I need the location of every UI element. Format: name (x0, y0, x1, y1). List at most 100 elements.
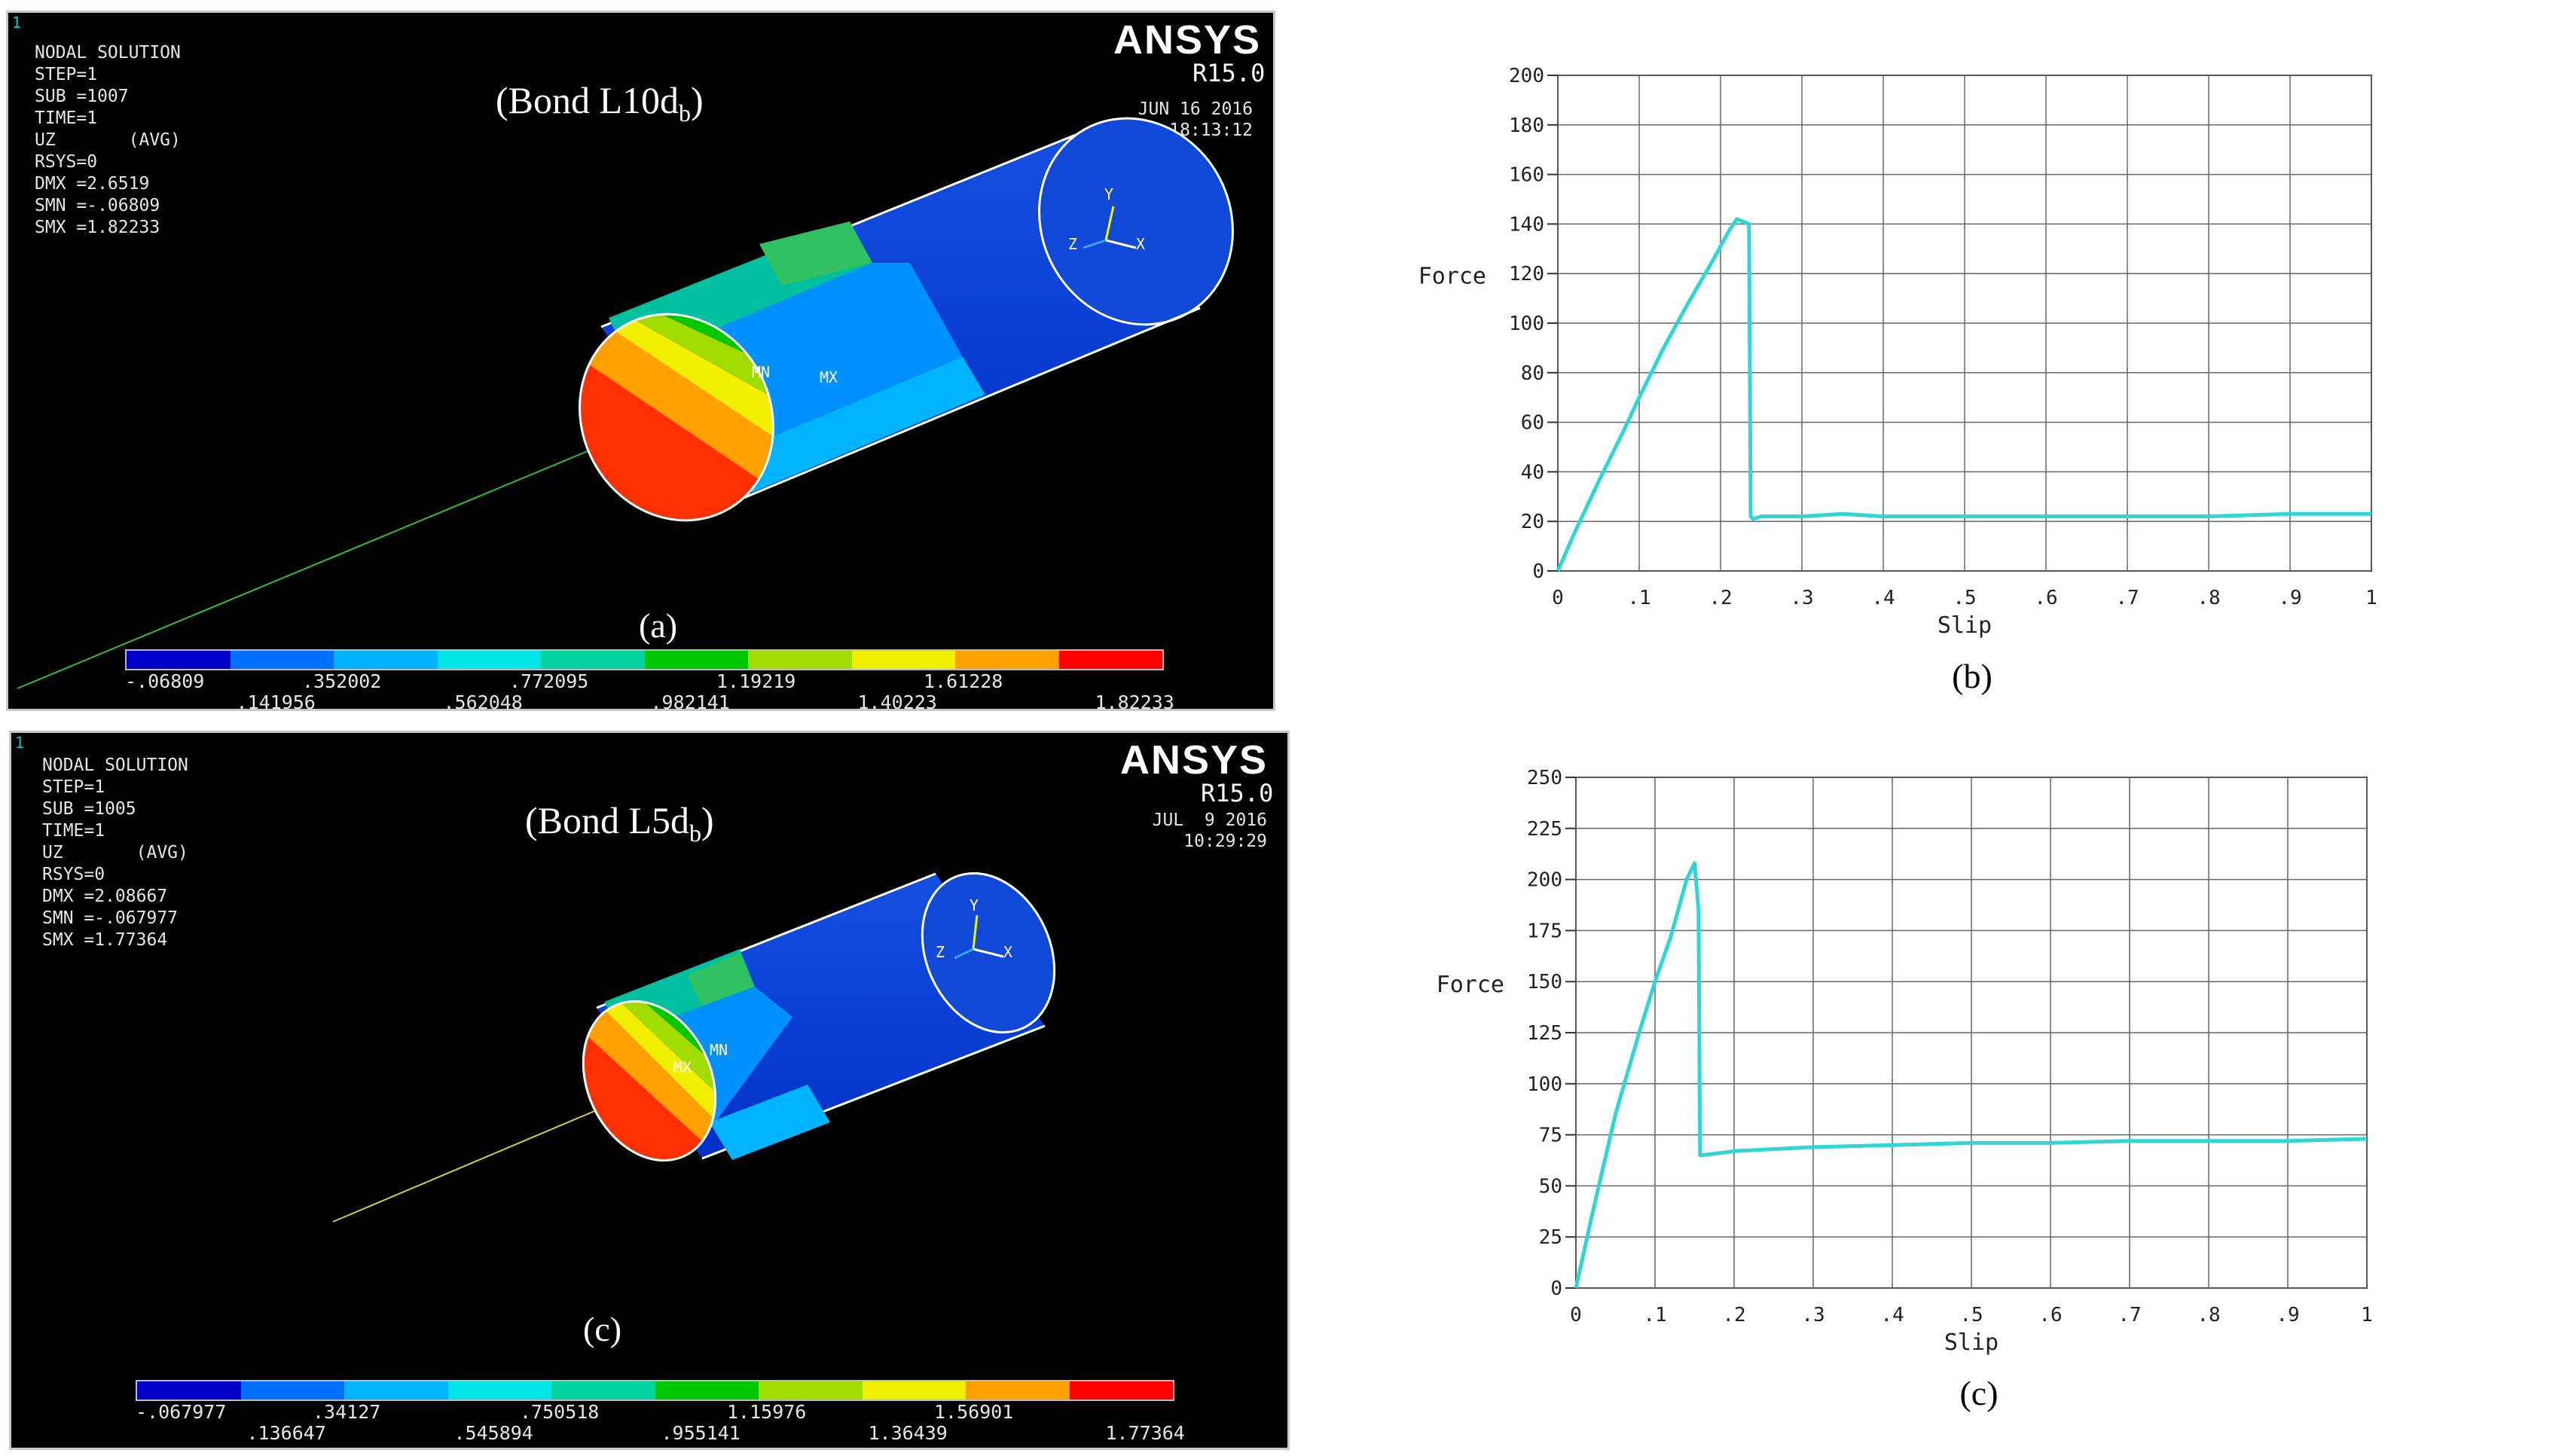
chart-1-x-tick-label: 1 (2361, 1304, 2373, 1326)
chart-1-y-tick-label: 75 (1539, 1125, 1562, 1147)
panel-c-info-line: DMX =2.08667 (42, 887, 168, 906)
chart-0-y-tick-label: 160 (1509, 164, 1544, 187)
panel-c-info-line: SMX =1.77364 (42, 930, 168, 950)
chart-0-x-tick-label: .6 (2034, 587, 2057, 609)
chart-1-y-tick-label: 150 (1527, 971, 1562, 994)
colorbar-segment (137, 1381, 241, 1400)
colorbar-segment (344, 1381, 448, 1400)
chart-0-y-tick-label: 100 (1509, 313, 1544, 335)
chart-1-x-tick-label: .8 (2197, 1304, 2220, 1326)
panel-a-info-line: TIME=1 (35, 108, 98, 128)
chart-0-x-tick-label: .8 (2197, 587, 2220, 609)
chart-0-x-axis-label: Slip (1937, 612, 1992, 639)
panel-a-caption: (a) (639, 606, 678, 645)
chart-0-caption: (b) (1952, 657, 1992, 695)
chart-0-y-tick-label: 60 (1521, 412, 1544, 435)
colorbar-segment (240, 1381, 344, 1400)
panel-a-index: 1 (12, 14, 22, 32)
panel-c-axis-x: X (1003, 943, 1013, 961)
chart-1-y-tick-label: 200 (1527, 869, 1562, 892)
chart-0-y-tick-label: 0 (1532, 560, 1544, 583)
colorbar-value: .772095 (509, 670, 589, 692)
colorbar-segment (966, 1381, 1070, 1400)
chart-0-x-tick-label: .1 (1627, 587, 1650, 609)
chart-0-series-line-0 (1556, 217, 2371, 572)
colorbar-segment (955, 651, 1059, 669)
chart-0-y-tick-label: 180 (1509, 114, 1544, 137)
chart-1-x-tick-label: .5 (1959, 1304, 1983, 1326)
chart-1-x-tick-label: .9 (2276, 1304, 2299, 1326)
chart-1-x-tick-label: .4 (1880, 1304, 1904, 1326)
chart-1-plot-area (1575, 777, 2368, 1289)
colorbar-value: 1.19219 (716, 670, 796, 692)
panel-a-mn-label: MN (752, 363, 771, 381)
panel-a-info-line: SMX =1.82233 (35, 218, 160, 237)
panel-a-model (17, 117, 1234, 689)
panel-a-info-line: SMN =-.06809 (35, 196, 160, 215)
chart-1-y-tick-label: 50 (1539, 1175, 1562, 1198)
chart-1-y-tick-label: 225 (1527, 818, 1562, 841)
chart-1-x-axis-label: Slip (1944, 1329, 1999, 1356)
colorbar-segment (759, 1381, 863, 1400)
chart-0-x-tick-label: .2 (1708, 587, 1732, 609)
colorbar-segment (748, 651, 852, 669)
ansys-panel-c: 1 NODAL SOLUTION STEP=1 SUB =1005 TIME=1 UZ … (9, 731, 1290, 1450)
colorbar-value: 1.40223 (857, 691, 937, 713)
chart-0-x-tick-label: .4 (1871, 587, 1895, 609)
colorbar-segment (334, 651, 438, 669)
panel-a-info-line: SUB =1007 (35, 87, 129, 106)
panel-a-axis-z: Z (1068, 235, 1078, 253)
chart-1-series-line-0 (1574, 861, 2368, 1289)
panel-a-axis-y: Y (1104, 185, 1114, 203)
colorbar-value: .750518 (520, 1401, 600, 1423)
chart-0-y-tick-label: 120 (1509, 263, 1544, 285)
panel-c-info-line: UZ (AVG) (42, 843, 188, 862)
chart-1-y-tick-label: 0 (1550, 1277, 1562, 1300)
chart-1-y-tick-label: 250 (1527, 767, 1562, 789)
panel-c-info-line: STEP=1 (42, 777, 105, 797)
colorbar-value: .136647 (246, 1422, 326, 1444)
panel-c-model (332, 871, 1056, 1222)
panel-a-info-line: UZ (AVG) (35, 130, 181, 150)
colorbar-value: 1.56901 (934, 1401, 1014, 1423)
colorbar-value: .352002 (302, 670, 382, 692)
colorbar-segment (862, 1381, 966, 1400)
colorbar-value: .955141 (661, 1422, 740, 1444)
panel-c-brand: ANSYS (1120, 737, 1269, 783)
panel-a-axis-x: X (1136, 235, 1146, 253)
chart-1-y-tick-label: 25 (1539, 1226, 1562, 1249)
panel-c-colorbar (136, 1380, 1174, 1401)
panel-c-info-line: NODAL SOLUTION (42, 755, 188, 775)
panel-c-mx-label: MX (673, 1058, 692, 1076)
colorbar-segment (447, 1381, 551, 1400)
panel-a-info-line: DMX =2.6519 (35, 174, 150, 194)
chart-1-y-tick-label: 100 (1527, 1073, 1562, 1096)
chart-1-y-axis-label: Force (1437, 972, 1504, 998)
chart-0-y-tick-label: 200 (1509, 65, 1544, 87)
panel-a-info-line: NODAL SOLUTION (35, 43, 181, 63)
chart-1-x-tick-label: 0 (1570, 1304, 1582, 1326)
chart-0-plot-area (1557, 75, 2372, 572)
colorbar-value: .562048 (443, 691, 523, 713)
chart-1-x-tick-label: .6 (2038, 1304, 2062, 1326)
colorbar-segment (655, 1381, 759, 1400)
chart-0-x-tick-label: .3 (1790, 587, 1813, 609)
chart-0-y-tick-label: 20 (1521, 511, 1544, 533)
chart-0-x-tick-label: 0 (1552, 587, 1564, 609)
chart-1-x-tick-label: .7 (2118, 1304, 2141, 1326)
colorbar-value: .982141 (650, 691, 730, 713)
chart-0-y-tick-label: 80 (1521, 362, 1544, 385)
chart-0-y-tick-label: 40 (1521, 461, 1544, 484)
panel-c-caption: (c) (583, 1310, 622, 1348)
colorbar-value: .34127 (313, 1401, 381, 1423)
colorbar-value: 1.61228 (924, 670, 1003, 692)
panel-c-title: (Bond L5db) (525, 799, 714, 847)
panel-c-axis-z: Z (936, 943, 945, 961)
colorbar-segment (230, 651, 334, 669)
colorbar-value: 1.82233 (1095, 691, 1174, 713)
colorbar-segment (551, 1381, 655, 1400)
panel-a-mx-label: MX (820, 368, 838, 386)
panel-c-index: 1 (15, 734, 25, 752)
chart-0-x-tick-label: .5 (1953, 587, 1976, 609)
panel-c-info-line: RSYS=0 (42, 865, 105, 884)
